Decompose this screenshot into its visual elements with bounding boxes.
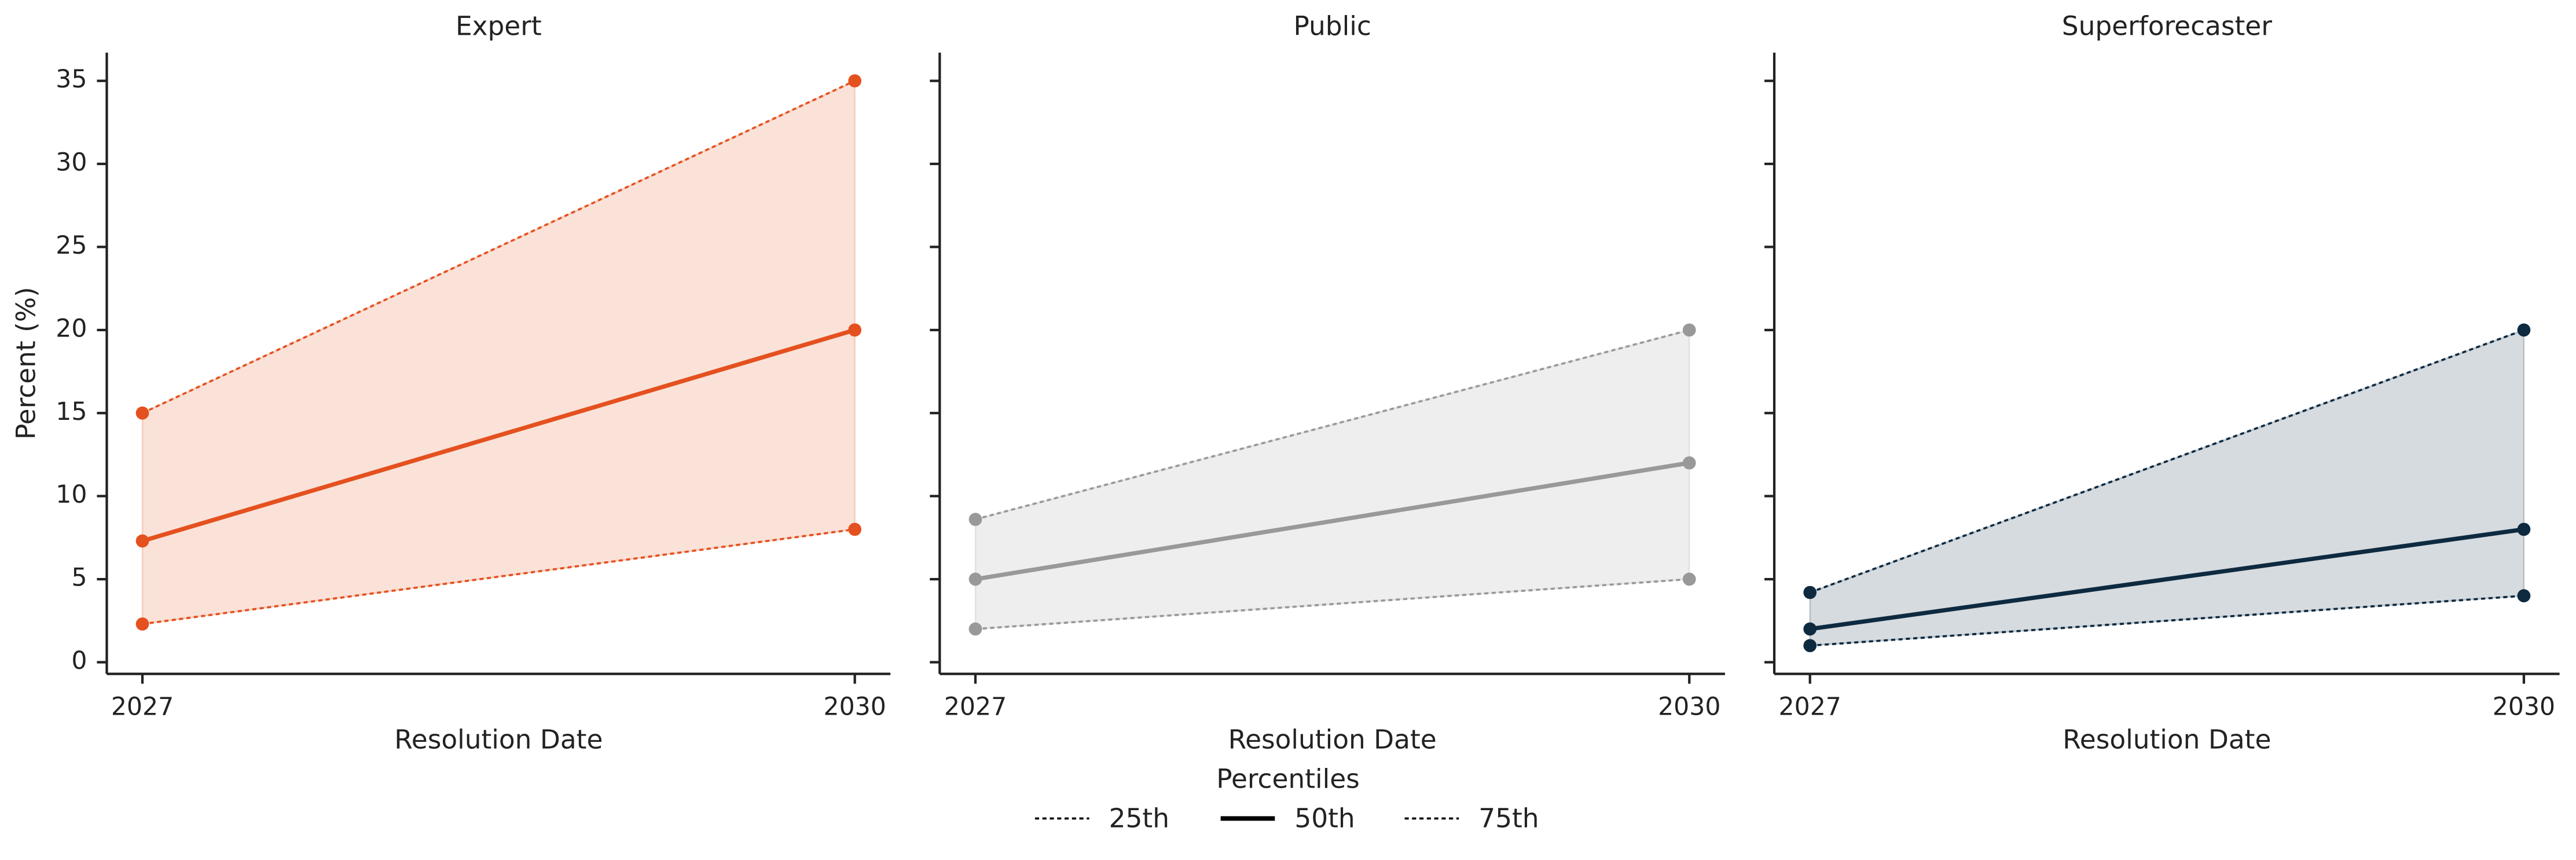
data-point [848,522,862,536]
panel-title: Expert [456,11,542,42]
series-line [1810,527,2524,631]
data-point [135,534,149,548]
data-point [1803,622,1817,636]
y-tick-label: 0 [71,646,87,675]
legend-label: 25th [1109,803,1169,834]
series-line [975,329,1690,521]
data-point [1682,456,1696,470]
x-tick-label: 2030 [2493,693,2555,722]
series-line [142,79,856,414]
series-line [1810,329,2524,594]
x-axis-label: Resolution Date [1228,724,1437,755]
y-tick-label: 15 [56,397,87,426]
data-point [968,622,982,636]
series-line [1810,594,2524,647]
data-point [848,74,862,87]
y-tick-label: 20 [56,314,87,343]
data-point [1682,323,1696,337]
data-point [1682,572,1696,586]
data-point [1803,639,1817,653]
series-line [975,460,1690,581]
x-tick-label: 2030 [1658,693,1720,722]
x-tick-label: 2027 [1779,693,1841,722]
y-tick-label: 35 [56,65,87,94]
legend-label: 50th [1294,803,1355,834]
y-tick-label: 10 [56,480,87,509]
percentile-band [1809,328,2525,647]
data-point [968,513,982,526]
x-tick-label: 2027 [111,693,174,722]
data-point [135,617,149,631]
data-point [2517,522,2531,536]
data-point [1803,585,1817,599]
x-tick-label: 2030 [824,693,886,722]
y-axis-label: Percent (%) [11,287,42,440]
series-line [141,328,856,543]
panel-title: Superforecaster [2062,11,2272,42]
data-point [2517,323,2531,337]
panel-title: Public [1293,11,1371,42]
legend-title: Percentiles [1216,764,1360,795]
series-line [142,528,855,625]
y-tick-label: 30 [56,148,87,177]
x-axis-label: Resolution Date [394,724,603,755]
x-axis-label: Resolution Date [2063,724,2271,755]
y-tick-label: 5 [71,563,87,592]
percentile-band [141,79,856,625]
data-point [2517,589,2531,603]
y-tick-label: 25 [56,231,87,260]
legend-label: 75th [1478,803,1539,834]
x-tick-label: 2027 [944,693,1007,722]
data-point [968,572,982,586]
data-point [135,406,149,420]
data-point [848,323,862,337]
series-line [975,578,1690,630]
